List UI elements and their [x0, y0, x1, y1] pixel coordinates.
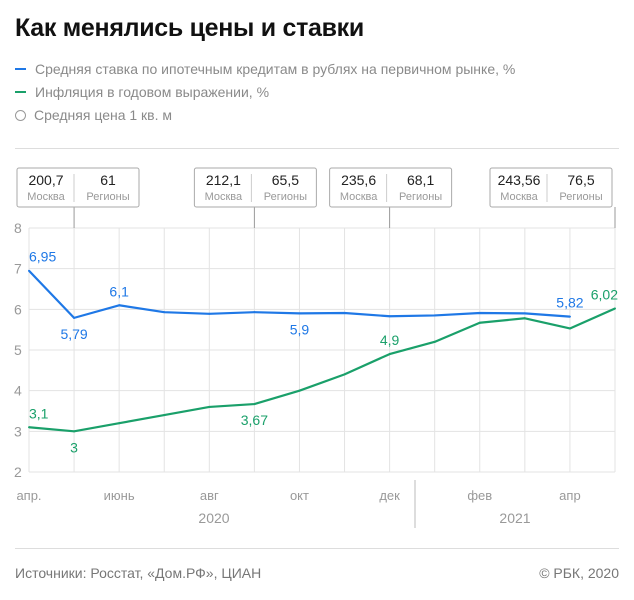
- data-point: [73, 430, 76, 433]
- x-tick-label: фев: [467, 488, 492, 503]
- data-point: [253, 403, 256, 406]
- regions-price: 65,5: [272, 172, 299, 188]
- data-label: 3,67: [241, 412, 268, 428]
- x-tick-label: апр.: [16, 488, 41, 503]
- price-box: [329, 167, 453, 208]
- moscow-price: 235,6: [341, 172, 376, 188]
- regions-label: Регионы: [559, 191, 602, 203]
- x-tick-label: апр: [559, 488, 581, 503]
- data-point: [163, 414, 166, 417]
- legend-item-price: Средняя цена 1 кв. м: [15, 107, 172, 123]
- y-tick-label: 3: [14, 423, 22, 439]
- data-point: [523, 312, 526, 315]
- data-label: 5,82: [556, 295, 583, 311]
- data-label: 6,95: [29, 249, 56, 265]
- regions-price: 68,1: [407, 172, 434, 188]
- year-label: 2020: [198, 510, 229, 526]
- data-label: 3: [70, 439, 78, 455]
- divider: [15, 548, 619, 549]
- moscow-label: Москва: [27, 191, 65, 203]
- regions-price: 76,5: [567, 172, 594, 188]
- year-label: 2021: [499, 510, 530, 526]
- data-point: [614, 307, 616, 310]
- y-tick-label: 6: [14, 301, 22, 317]
- x-tick-label: авг: [200, 488, 219, 503]
- x-tick-label: дек: [379, 488, 400, 503]
- inflation-line: [28, 307, 616, 433]
- data-point: [478, 311, 481, 314]
- data-point: [28, 269, 30, 272]
- moscow-price: 243,56: [498, 172, 541, 188]
- data-point: [388, 315, 391, 318]
- data-label: 4,9: [380, 332, 400, 348]
- data-point: [343, 373, 346, 376]
- legend-label: Инфляция в годовом выражении, %: [35, 84, 270, 100]
- legend-item-inflation: Инфляция в годовом выражении, %: [15, 84, 269, 100]
- source-note: Источники: Росстат, «Дом.РФ», ЦИАН: [15, 565, 262, 581]
- moscow-label: Москва: [500, 191, 538, 203]
- data-point: [118, 304, 121, 307]
- chart-title: Как менялись цены и ставки: [15, 14, 364, 42]
- x-tick-label: июнь: [104, 488, 135, 503]
- regions-price: 61: [100, 172, 116, 188]
- price-box: [193, 167, 317, 208]
- blue-line-icon: [15, 68, 26, 70]
- moscow-label: Москва: [205, 191, 243, 203]
- data-point: [28, 426, 30, 429]
- data-label: 3,1: [29, 405, 49, 421]
- data-point: [433, 314, 436, 317]
- data-point: [208, 405, 211, 408]
- data-label: 5,79: [60, 326, 87, 342]
- divider: [15, 148, 619, 149]
- data-point: [163, 311, 166, 314]
- data-point: [568, 315, 571, 318]
- y-tick-label: 8: [14, 220, 22, 236]
- data-label: 6,02: [591, 287, 618, 303]
- price-box: [489, 167, 613, 208]
- y-tick-label: 5: [14, 342, 22, 358]
- y-tick-label: 7: [14, 261, 22, 277]
- moscow-label: Москва: [340, 191, 378, 203]
- legend-label: Средняя ставка по ипотечным кредитам в р…: [35, 61, 516, 77]
- legend-label: Средняя цена 1 кв. м: [34, 107, 173, 123]
- data-point: [253, 311, 256, 314]
- moscow-price: 212,1: [206, 172, 241, 188]
- copyright: © РБК, 2020: [539, 565, 619, 581]
- regions-label: Регионы: [264, 191, 307, 203]
- data-label: 6,1: [109, 283, 129, 299]
- y-tick-label: 4: [14, 383, 22, 399]
- x-tick-label: окт: [290, 488, 309, 503]
- green-line-icon: [15, 91, 26, 93]
- moscow-price: 200,7: [28, 172, 63, 188]
- data-point: [208, 312, 211, 315]
- legend-item-mortgage-rate: Средняя ставка по ипотечным кредитам в р…: [15, 61, 515, 77]
- regions-label: Регионы: [86, 191, 129, 203]
- data-label: 5,9: [290, 321, 310, 337]
- y-tick-label: 2: [14, 464, 22, 480]
- data-point: [388, 353, 391, 356]
- data-point: [298, 389, 301, 392]
- data-point: [343, 311, 346, 314]
- price-box: [16, 167, 140, 208]
- data-point: [568, 327, 571, 330]
- regions-label: Регионы: [399, 191, 442, 203]
- data-point: [118, 422, 121, 425]
- data-point: [433, 340, 436, 343]
- data-point: [73, 316, 76, 319]
- circle-icon: [15, 109, 26, 121]
- data-point: [298, 312, 301, 315]
- data-point: [523, 317, 526, 320]
- data-point: [478, 321, 481, 324]
